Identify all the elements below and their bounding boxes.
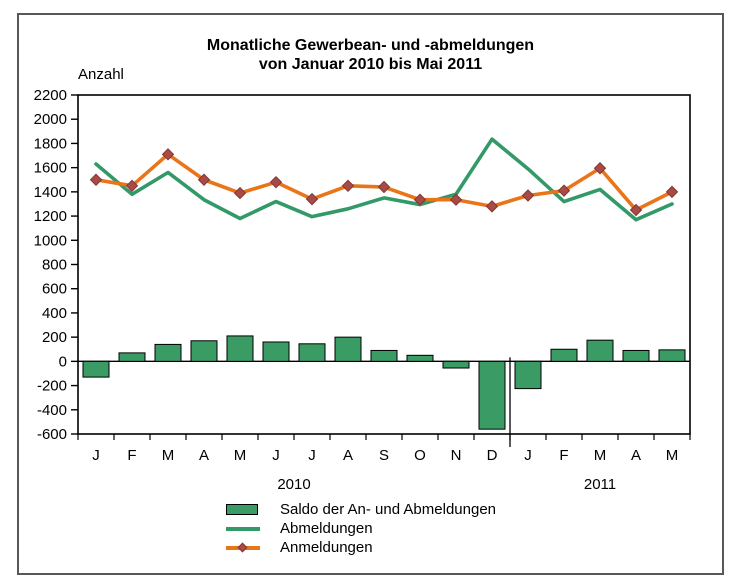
month-label: O bbox=[414, 447, 426, 464]
y-tick-label: -200 bbox=[37, 378, 67, 395]
month-label: F bbox=[559, 447, 568, 464]
y-tick-label: 0 bbox=[59, 353, 67, 370]
month-label: A bbox=[199, 447, 209, 464]
saldo-bar bbox=[514, 360, 542, 390]
month-label: A bbox=[631, 447, 641, 464]
legend-label-abmeldungen: Abmeldungen bbox=[280, 520, 373, 537]
y-tick-label: -400 bbox=[37, 402, 67, 419]
month-label: M bbox=[162, 447, 175, 464]
saldo-bar bbox=[406, 354, 434, 362]
month-label: A bbox=[343, 447, 353, 464]
month-label: D bbox=[487, 447, 498, 464]
year-label: 2010 bbox=[277, 476, 310, 493]
anmeldungen-marker-icon bbox=[125, 179, 139, 193]
month-label: M bbox=[666, 447, 679, 464]
anmeldungen-marker-icon bbox=[413, 193, 427, 206]
y-tick-label: 1600 bbox=[34, 160, 67, 177]
y-axis-label: Anzahl bbox=[78, 66, 124, 83]
month-label: J bbox=[272, 447, 280, 464]
y-tick-label: 1000 bbox=[34, 232, 67, 249]
y-tick-label: 600 bbox=[42, 281, 67, 298]
y-tick-label: -600 bbox=[37, 426, 67, 443]
saldo-bar bbox=[442, 360, 470, 369]
y-tick-label: 2000 bbox=[34, 111, 67, 128]
saldo-bar bbox=[550, 348, 578, 362]
anmeldungen-marker-icon bbox=[161, 148, 175, 161]
anmeldungen-marker-icon bbox=[629, 203, 643, 217]
plot-frame bbox=[77, 94, 691, 435]
chart-title-line2: von Januar 2010 bis Mai 2011 bbox=[258, 56, 483, 73]
abmeldungen-line-swatch-icon bbox=[226, 526, 260, 531]
legend-item-abmeldungen: Abmeldungen bbox=[226, 519, 496, 538]
saldo-bar bbox=[82, 360, 110, 378]
y-tick-label: 1800 bbox=[34, 135, 67, 152]
month-label: M bbox=[594, 447, 607, 464]
legend-item-anmeldungen: Anmeldungen bbox=[226, 538, 496, 557]
anmeldungen-marker-icon bbox=[485, 200, 499, 213]
saldo-bar-swatch-icon bbox=[226, 504, 258, 515]
anmeldungen-marker-icon bbox=[233, 186, 247, 200]
month-label: J bbox=[92, 447, 100, 464]
y-tick-label: 1400 bbox=[34, 184, 67, 201]
y-tick-label: 200 bbox=[42, 329, 67, 346]
anmeldungen-marker-icon bbox=[269, 175, 283, 189]
legend-label-saldo: Saldo der An- und Abmeldungen bbox=[280, 501, 496, 518]
chart-title: Monatliche Gewerbean- und -abmeldungen v… bbox=[17, 36, 724, 74]
outer-border bbox=[17, 13, 724, 575]
saldo-bar bbox=[658, 349, 686, 362]
saldo-bar bbox=[586, 339, 614, 362]
abmeldungen-line bbox=[94, 137, 674, 222]
saldo-bar bbox=[622, 349, 650, 362]
month-label: J bbox=[524, 447, 532, 464]
anmeldungen-marker-icon bbox=[377, 180, 391, 194]
diamond-marker-icon bbox=[237, 542, 248, 552]
y-tick-label: 400 bbox=[42, 305, 67, 322]
legend-item-saldo: Saldo der An- und Abmeldungen bbox=[226, 500, 496, 519]
legend: Saldo der An- und Abmeldungen Abmeldunge… bbox=[226, 500, 496, 557]
y-tick-label: 1200 bbox=[34, 208, 67, 225]
month-label: F bbox=[127, 447, 136, 464]
anmeldungen-marker-icon bbox=[593, 162, 607, 175]
year-label: 2011 bbox=[584, 476, 616, 493]
saldo-bar bbox=[370, 349, 398, 362]
saldo-bar bbox=[154, 343, 182, 362]
saldo-bar bbox=[262, 341, 290, 362]
anmeldungen-marker-icon bbox=[197, 173, 211, 186]
saldo-bar bbox=[190, 340, 218, 362]
saldo-bar bbox=[118, 352, 146, 362]
anmeldungen-marker-icon bbox=[665, 185, 679, 199]
month-label: M bbox=[234, 447, 247, 464]
y-tick-label: 2200 bbox=[34, 87, 67, 104]
month-label: J bbox=[308, 447, 316, 464]
saldo-bar bbox=[334, 336, 362, 362]
anmeldungen-line-swatch-icon bbox=[226, 542, 260, 552]
y-tick-label: 800 bbox=[42, 257, 67, 274]
legend-label-anmeldungen: Anmeldungen bbox=[280, 539, 373, 556]
anmeldungen-marker-icon bbox=[521, 189, 535, 202]
anmeldungen-marker-icon bbox=[449, 193, 463, 206]
anmeldungen-marker-icon bbox=[557, 184, 571, 197]
chart-title-line1: Monatliche Gewerbean- und -abmeldungen bbox=[206, 37, 535, 54]
month-label: N bbox=[451, 447, 462, 464]
anmeldungen-marker-icon bbox=[89, 173, 103, 186]
month-label: S bbox=[379, 447, 389, 464]
saldo-bar bbox=[226, 335, 254, 362]
anmeldungen-marker-icon bbox=[305, 192, 319, 206]
anmeldungen-marker-icon bbox=[341, 179, 355, 193]
saldo-bar bbox=[298, 343, 326, 362]
saldo-bar bbox=[478, 360, 506, 430]
